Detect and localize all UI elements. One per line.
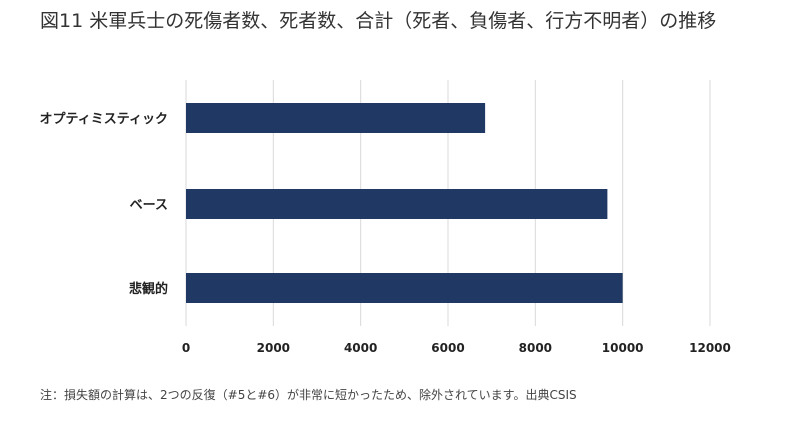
chart-footnote: 注：損失額の計算は、2つの反復（#5と#6）が非常に短かったため、除外されていま… xyxy=(40,388,577,402)
bar xyxy=(186,273,623,303)
x-tick-label: 12000 xyxy=(689,341,731,355)
x-tick-label: 2000 xyxy=(257,341,290,355)
x-tick-label: 4000 xyxy=(344,341,377,355)
x-tick-label: 10000 xyxy=(602,341,644,355)
bar xyxy=(186,103,486,133)
bars xyxy=(186,103,623,303)
category-label: ベース xyxy=(130,198,168,213)
chart-title: 図11 米軍兵士の死傷者数、死者数、合計（死者、負傷者、行方不明者）の推移 xyxy=(40,10,717,32)
category-label: 悲観的 xyxy=(129,281,168,297)
category-label: オプティミスティック xyxy=(40,112,168,127)
x-tick-label: 6000 xyxy=(431,341,464,355)
bar xyxy=(186,189,608,219)
x-axis-tick-labels: 0 2000 4000 6000 8000 10000 12000 xyxy=(182,341,731,355)
x-tick-label: 0 xyxy=(182,341,190,355)
x-tick-label: 8000 xyxy=(519,341,552,355)
